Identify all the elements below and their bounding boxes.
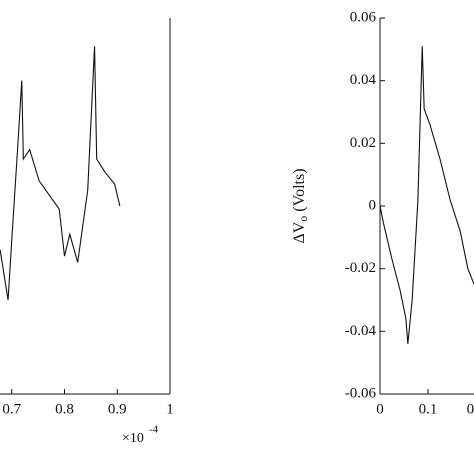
y-tick-label: 0.02 — [350, 135, 376, 151]
y-tick-label: 0.06 — [350, 9, 377, 25]
data-line — [379, 46, 474, 344]
y-tick-label: -0.06 — [345, 385, 377, 401]
x-multiplier: ×10 — [122, 431, 144, 446]
y-label-unit: (Volts) — [291, 168, 308, 211]
x-exponent: -4 — [149, 424, 159, 436]
x-tick-label: 1 — [166, 401, 174, 417]
y-tick-label: 0 — [369, 197, 377, 213]
x-tick-label: 0 — [376, 401, 384, 417]
y-label: ΔVo (Volts) — [291, 168, 310, 243]
x-tick-label: 0.7 — [2, 401, 21, 417]
y-label-main: ΔV — [291, 221, 308, 243]
y-tick-label: -0.04 — [345, 323, 377, 339]
x-tick-label: 0.9 — [108, 401, 127, 417]
y-tick-label: 0.04 — [350, 72, 377, 88]
data-line — [0, 46, 121, 301]
x-tick-label: 0.2 — [467, 401, 474, 417]
y-tick-label: -0.02 — [345, 260, 376, 276]
x-tick-label: 0.8 — [55, 401, 74, 417]
x-tick-label: 0.1 — [419, 401, 438, 417]
y-label-sub: o — [296, 216, 310, 222]
